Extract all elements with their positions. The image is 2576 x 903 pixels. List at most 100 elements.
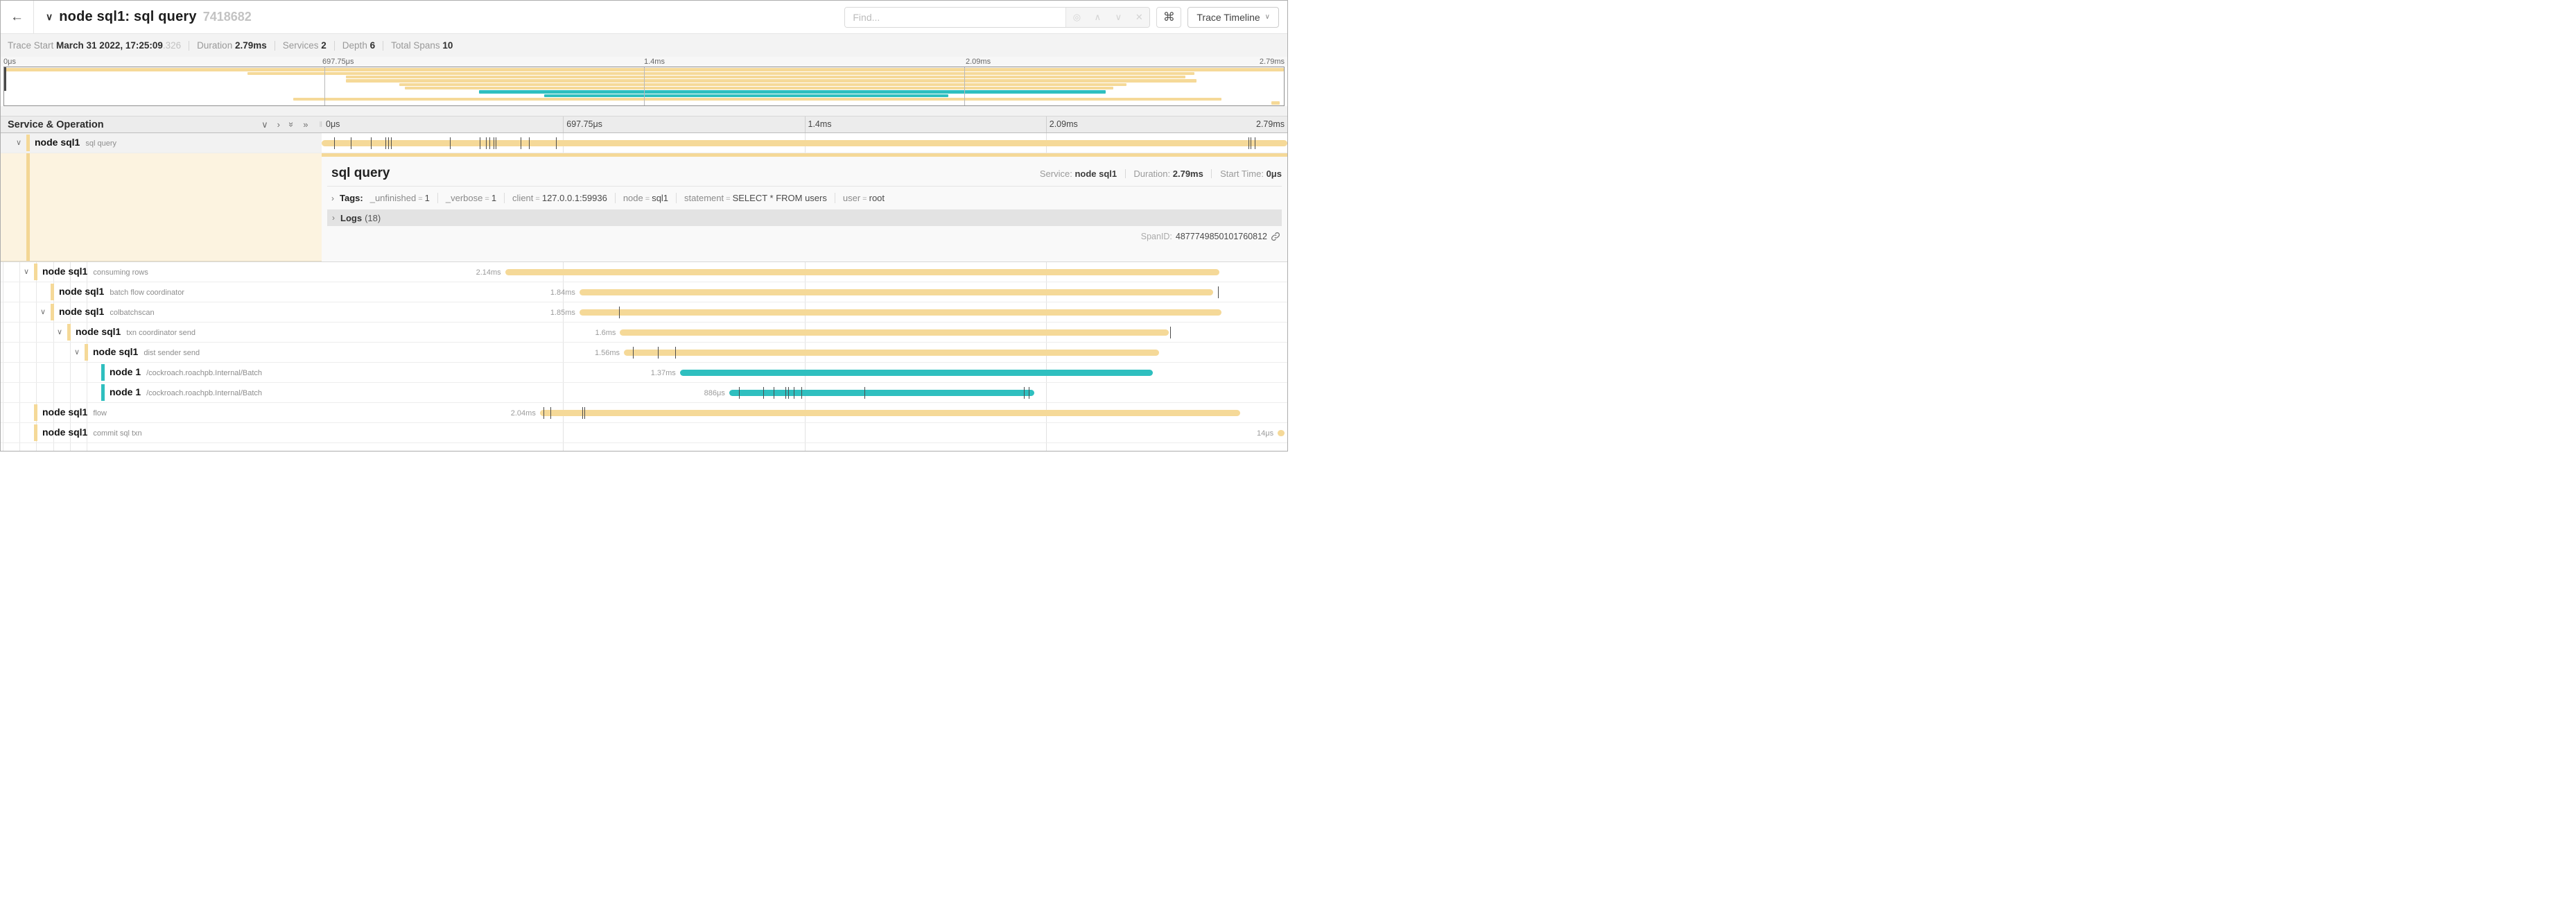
- find-clear-icon[interactable]: ✕: [1135, 11, 1143, 22]
- chevron-down-icon[interactable]: ∨: [57, 328, 63, 336]
- service-color-accent: [34, 264, 37, 280]
- log-marker-tick[interactable]: [657, 347, 659, 359]
- collapse-all-icon[interactable]: »: [286, 121, 297, 128]
- span-bar[interactable]: [679, 370, 1154, 376]
- copy-link-icon[interactable]: [1271, 232, 1280, 241]
- service-color-accent: [67, 324, 71, 341]
- tag-item: _verbose = 1: [437, 193, 504, 203]
- log-marker-tick[interactable]: [550, 407, 552, 419]
- log-marker-tick[interactable]: [675, 347, 676, 359]
- log-marker-tick[interactable]: [632, 347, 634, 359]
- log-marker-tick[interactable]: [1023, 387, 1025, 399]
- chevron-down-icon[interactable]: ∨: [40, 308, 46, 316]
- minimap-scrubber-handle[interactable]: [4, 67, 6, 92]
- log-marker-tick[interactable]: [371, 137, 372, 149]
- log-marker-tick[interactable]: [619, 307, 620, 318]
- find-focus-icon[interactable]: ◎: [1072, 11, 1081, 22]
- span-name-cell[interactable]: ∨ node sql1 colbatchscan: [1, 302, 322, 322]
- log-marker-tick[interactable]: [801, 387, 803, 399]
- log-marker-tick[interactable]: [450, 137, 451, 149]
- back-arrow-icon: ←: [10, 9, 24, 24]
- column-resize-grip[interactable]: ‖: [319, 120, 322, 129]
- span-bar[interactable]: [620, 329, 1169, 336]
- span-bar-cell[interactable]: 1.6ms: [322, 322, 1287, 342]
- span-duration-label: 1.84ms: [550, 289, 575, 297]
- chevron-down-icon[interactable]: ∨: [24, 268, 30, 276]
- span-bar-cell[interactable]: 1.37ms: [322, 363, 1287, 382]
- log-marker-tick[interactable]: [738, 387, 740, 399]
- log-marker-tick[interactable]: [1217, 286, 1219, 298]
- tag-item: user = root: [834, 193, 892, 203]
- span-bar[interactable]: [624, 350, 1159, 356]
- service-color-accent: [85, 344, 88, 361]
- log-marker-tick[interactable]: [584, 407, 585, 419]
- trace-view-selector[interactable]: Trace Timeline ∨: [1187, 6, 1279, 28]
- log-marker-tick[interactable]: [763, 387, 764, 399]
- chevron-down-icon[interactable]: ∨: [16, 139, 22, 147]
- log-marker-tick[interactable]: [864, 387, 865, 399]
- log-marker-tick[interactable]: [582, 407, 584, 419]
- log-marker-tick[interactable]: [391, 137, 392, 149]
- span-bar-cell[interactable]: 886μs: [322, 383, 1287, 402]
- tags-label: Tags:: [340, 193, 363, 203]
- back-button[interactable]: ←: [1, 1, 34, 33]
- log-marker-tick[interactable]: [787, 387, 789, 399]
- span-name-cell[interactable]: node sql1 commit sql txn: [1, 423, 322, 442]
- span-bar-cell[interactable]: 2.14ms: [322, 262, 1287, 282]
- chevron-down-icon[interactable]: ∨: [74, 348, 80, 356]
- trace-title-group[interactable]: ∨ node sql1: sql query 7418682: [34, 9, 844, 25]
- log-marker-tick[interactable]: [556, 137, 557, 149]
- span-bar[interactable]: [579, 289, 1213, 295]
- logs-count: (18): [365, 212, 381, 223]
- keyboard-shortcuts-button[interactable]: ⌘: [1156, 6, 1182, 28]
- log-marker-tick[interactable]: [543, 407, 545, 419]
- span-detail-accent-track: [322, 153, 1287, 157]
- tree-guide-line: [36, 133, 37, 451]
- log-marker-tick[interactable]: [529, 137, 530, 149]
- span-name-cell[interactable]: node 1/cockroach.roachpb.Internal/Batch: [1, 383, 322, 402]
- find-next-icon[interactable]: ∨: [1115, 11, 1122, 22]
- span-bar[interactable]: [539, 410, 1240, 416]
- span-duration-label: 886μs: [704, 389, 725, 397]
- timeline-minimap[interactable]: [3, 67, 1285, 106]
- span-bar-cell[interactable]: 1.56ms: [322, 343, 1287, 362]
- span-name-cell[interactable]: node sql1 batch flow coordinator: [1, 282, 322, 302]
- span-bar-cell[interactable]: 14μs: [322, 423, 1287, 442]
- timeline-ruler: 0μs 697.75μs 1.4ms 2.09ms 2.79ms: [322, 117, 1287, 132]
- span-name-cell[interactable]: ∨ node sql1 txn coordinator send: [1, 322, 322, 342]
- expand-one-icon[interactable]: ›: [277, 119, 280, 130]
- logs-section[interactable]: › Logs (18): [327, 209, 1282, 226]
- tags-section[interactable]: › Tags: _unfinished = 1 _verbose = 1 client = 12…: [326, 187, 1283, 203]
- log-marker-tick[interactable]: [1248, 137, 1250, 149]
- tree-guide-line: [70, 133, 71, 451]
- log-marker-tick[interactable]: [388, 137, 390, 149]
- span-name-cell[interactable]: ∨ node sql1 sql query: [1, 133, 322, 153]
- time-tick-label: 2.09ms: [966, 58, 991, 66]
- span-name-cell[interactable]: node 1/cockroach.roachpb.Internal/Batch: [1, 363, 322, 382]
- find-input[interactable]: [845, 7, 1066, 27]
- log-marker-tick[interactable]: [1170, 327, 1172, 338]
- collapse-one-icon[interactable]: ∨: [261, 119, 268, 130]
- span-name-cell[interactable]: ∨ node sql1 consuming rows: [1, 262, 322, 282]
- span-bar-cell[interactable]: 1.84ms: [322, 282, 1287, 302]
- log-marker-tick[interactable]: [485, 137, 487, 149]
- span-bar-cell[interactable]: 2.04ms: [322, 403, 1287, 422]
- span-bar[interactable]: [729, 390, 1035, 396]
- span-bar[interactable]: [322, 140, 1287, 146]
- trace-view-label: Trace Timeline: [1196, 11, 1260, 23]
- log-marker-tick[interactable]: [489, 137, 491, 149]
- log-marker-tick[interactable]: [785, 387, 786, 399]
- span-bar-cell[interactable]: 1.85ms: [322, 302, 1287, 322]
- expand-all-icon[interactable]: »: [303, 119, 308, 130]
- find-buttons: ◎ ∧ ∨ ✕: [1065, 7, 1150, 27]
- span-bar[interactable]: [1278, 430, 1285, 436]
- log-marker-tick[interactable]: [385, 137, 386, 149]
- span-bar[interactable]: [579, 309, 1222, 316]
- span-bar[interactable]: [505, 269, 1220, 275]
- span-bar-cell[interactable]: [322, 133, 1287, 153]
- trace-stat: Depth 6: [342, 40, 376, 51]
- log-marker-tick[interactable]: [334, 137, 336, 149]
- span-name-cell[interactable]: node sql1 flow: [1, 403, 322, 422]
- find-prev-icon[interactable]: ∧: [1094, 11, 1102, 22]
- span-name-cell[interactable]: ∨ node sql1 dist sender send: [1, 343, 322, 362]
